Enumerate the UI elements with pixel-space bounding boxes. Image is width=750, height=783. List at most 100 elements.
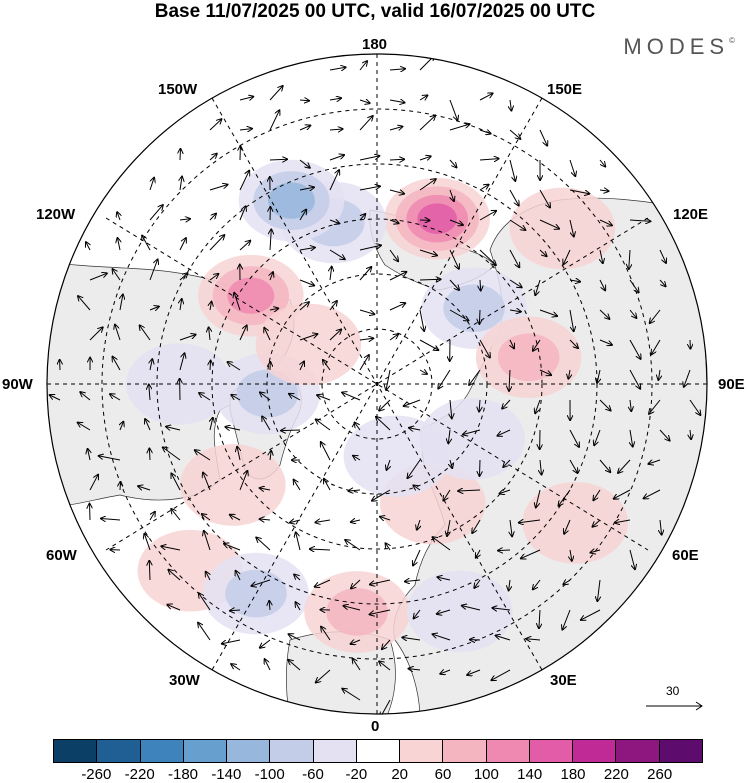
wind-vector	[330, 267, 332, 281]
wind-vector	[413, 549, 421, 565]
wind-vector	[142, 236, 151, 251]
wind-vector	[569, 219, 574, 237]
colorbar-tick-label: 180	[560, 766, 586, 783]
wind-vector	[581, 609, 601, 620]
colorbar	[53, 739, 703, 763]
wind-vector	[140, 325, 151, 341]
wind-vector	[115, 325, 121, 341]
wind-vector	[224, 544, 241, 551]
anomaly-contour	[326, 588, 388, 636]
wind-vector	[615, 520, 631, 523]
wind-vector	[599, 159, 605, 167]
wind-vector	[402, 637, 421, 640]
wind-vector	[382, 639, 391, 649]
wind-vector	[570, 549, 572, 561]
wind-vector	[569, 459, 577, 473]
anomaly-contour	[522, 482, 629, 564]
colorbar-swatch	[400, 740, 444, 762]
lon-label-90e: 90E	[718, 376, 745, 393]
wind-vector	[526, 639, 541, 640]
wind-vector	[120, 422, 123, 431]
wind-vector	[225, 427, 241, 430]
wind-vector	[167, 605, 181, 611]
wind-vector	[539, 219, 559, 229]
wind-vector	[316, 419, 331, 431]
wind-vector	[500, 490, 511, 494]
wind-vector	[599, 459, 610, 472]
wind-vector	[329, 329, 341, 341]
colorbar-tick-label: 140	[517, 766, 543, 783]
wind-vector	[389, 249, 398, 261]
wind-vector	[359, 267, 371, 281]
wind-vector	[569, 309, 574, 331]
colorbar-tick-label: -220	[124, 766, 155, 783]
wind-vector	[359, 186, 380, 191]
colorbar-swatch	[443, 740, 487, 762]
wind-vector	[450, 189, 454, 201]
wind-vector	[419, 370, 427, 374]
wind-vector	[389, 272, 406, 281]
wind-vector	[113, 357, 121, 371]
wind-vector	[469, 369, 481, 385]
wind-vector	[510, 519, 512, 536]
wind-vector	[120, 295, 123, 311]
reference-vector-value: 30	[666, 684, 680, 698]
wind-vector	[381, 699, 391, 714]
colorbar-swatch	[529, 740, 574, 762]
wind-vector	[317, 395, 331, 401]
wind-vector	[440, 670, 451, 674]
wind-vector	[355, 423, 361, 431]
wind-vector	[569, 280, 580, 282]
wind-vector	[563, 249, 571, 264]
wind-vector	[206, 572, 210, 581]
anomaly-contour	[443, 284, 505, 332]
wind-vector	[509, 159, 515, 181]
wind-vector	[652, 339, 661, 354]
wind-vector	[353, 659, 361, 671]
wind-vector	[658, 369, 660, 380]
wind-vector	[408, 459, 421, 478]
wind-vector	[479, 399, 480, 412]
wind-vector	[535, 399, 541, 413]
wind-vector	[345, 540, 361, 551]
wind-vector	[509, 369, 510, 391]
wind-vector	[599, 279, 605, 290]
wind-vector	[234, 293, 241, 311]
wind-vector	[316, 669, 331, 683]
wind-vector	[300, 362, 304, 371]
lon-label-60w: 60W	[46, 547, 77, 564]
anomaly-contour	[180, 444, 286, 526]
colorbar-ticks: -260 -220 -180 -140 -100 -60 -20 20 60 100 140 180 2…	[0, 766, 750, 783]
wind-vector	[269, 86, 283, 101]
wind-vector	[559, 489, 571, 506]
wind-vector	[479, 185, 489, 191]
wind-vector	[509, 249, 519, 267]
wind-vector	[149, 178, 154, 191]
modes-logo: MODES©	[623, 34, 735, 60]
wind-vector	[437, 609, 451, 614]
wind-vector	[180, 299, 182, 311]
wind-vector	[329, 220, 339, 224]
wind-vector	[90, 504, 91, 521]
wind-vector	[479, 309, 480, 324]
wind-vector	[449, 279, 459, 290]
wind-vector	[270, 451, 271, 461]
wind-vector	[387, 459, 391, 470]
wind-vector	[389, 189, 404, 194]
wind-vector	[359, 309, 374, 314]
colorbar-tick-label: -100	[254, 766, 285, 783]
wind-vector	[498, 550, 511, 551]
wind-vector	[269, 110, 279, 131]
wind-vector	[296, 602, 301, 611]
wind-vector	[299, 100, 309, 101]
wind-vector	[450, 399, 452, 418]
anomaly-contour	[417, 203, 457, 234]
wind-vector	[409, 428, 421, 430]
wind-vector	[252, 579, 271, 586]
anomaly-contour	[509, 187, 616, 270]
anomaly-contour	[255, 303, 362, 386]
wind-vector	[370, 609, 391, 614]
wind-vector	[117, 212, 120, 221]
colorbar-swatch	[486, 740, 530, 762]
wind-vector	[389, 159, 404, 160]
